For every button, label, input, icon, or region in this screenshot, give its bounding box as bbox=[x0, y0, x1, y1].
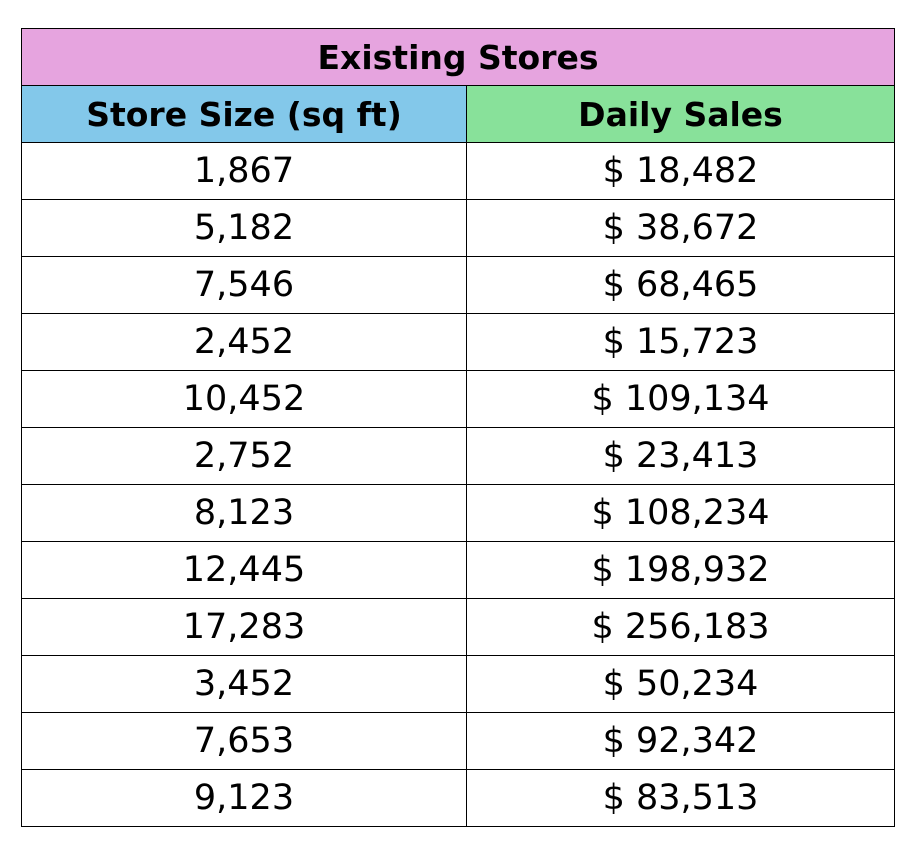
cell-store-size: 2,452 bbox=[21, 313, 467, 371]
cell-store-size: 3,452 bbox=[21, 655, 467, 713]
cell-store-size: 2,752 bbox=[21, 427, 467, 485]
cell-daily-sales: $ 109,134 bbox=[465, 370, 896, 428]
table-row: 7,546 $ 68,465 bbox=[21, 256, 896, 314]
table-row: 12,445 $ 198,932 bbox=[21, 541, 896, 599]
cell-daily-sales: $ 23,413 bbox=[465, 427, 896, 485]
cell-daily-sales: $ 68,465 bbox=[465, 256, 896, 314]
header-daily-sales: Daily Sales bbox=[465, 85, 896, 143]
cell-store-size: 8,123 bbox=[21, 484, 467, 542]
existing-stores-table-container: Existing Stores Store Size (sq ft) Daily… bbox=[20, 28, 896, 827]
table-row: 7,653 $ 92,342 bbox=[21, 712, 896, 770]
cell-store-size: 9,123 bbox=[21, 769, 467, 827]
cell-daily-sales: $ 92,342 bbox=[465, 712, 896, 770]
table-row: 17,283 $ 256,183 bbox=[21, 598, 896, 656]
cell-daily-sales: $ 18,482 bbox=[465, 142, 896, 200]
cell-daily-sales: $ 108,234 bbox=[465, 484, 896, 542]
cell-store-size: 5,182 bbox=[21, 199, 467, 257]
table-row: 8,123 $ 108,234 bbox=[21, 484, 896, 542]
cell-daily-sales: $ 50,234 bbox=[465, 655, 896, 713]
table-row: 3,452 $ 50,234 bbox=[21, 655, 896, 713]
table-row: 2,752 $ 23,413 bbox=[21, 427, 896, 485]
cell-store-size: 17,283 bbox=[21, 598, 467, 656]
title-row: Existing Stores bbox=[20, 28, 896, 86]
table-body: 1,867 $ 18,482 5,182 $ 38,672 7,546 $ 68,465 2… bbox=[21, 142, 896, 827]
cell-store-size: 10,452 bbox=[21, 370, 467, 428]
cell-store-size: 7,546 bbox=[21, 256, 467, 314]
cell-daily-sales: $ 15,723 bbox=[465, 313, 896, 371]
table-row: 1,867 $ 18,482 bbox=[21, 142, 896, 200]
header-store-size: Store Size (sq ft) bbox=[21, 85, 467, 143]
table-row: 2,452 $ 15,723 bbox=[21, 313, 896, 371]
cell-daily-sales: $ 256,183 bbox=[465, 598, 896, 656]
existing-stores-table: Existing Stores Store Size (sq ft) Daily… bbox=[20, 28, 896, 827]
cell-daily-sales: $ 83,513 bbox=[465, 769, 896, 827]
cell-store-size: 12,445 bbox=[21, 541, 467, 599]
header-row: Store Size (sq ft) Daily Sales bbox=[21, 85, 896, 143]
cell-store-size: 1,867 bbox=[21, 142, 467, 200]
cell-daily-sales: $ 38,672 bbox=[465, 199, 896, 257]
table-row: 10,452 $ 109,134 bbox=[21, 370, 896, 428]
table-title: Existing Stores bbox=[20, 28, 896, 86]
table-row: 9,123 $ 83,513 bbox=[21, 769, 896, 827]
cell-daily-sales: $ 198,932 bbox=[465, 541, 896, 599]
cell-store-size: 7,653 bbox=[21, 712, 467, 770]
table-row: 5,182 $ 38,672 bbox=[21, 199, 896, 257]
